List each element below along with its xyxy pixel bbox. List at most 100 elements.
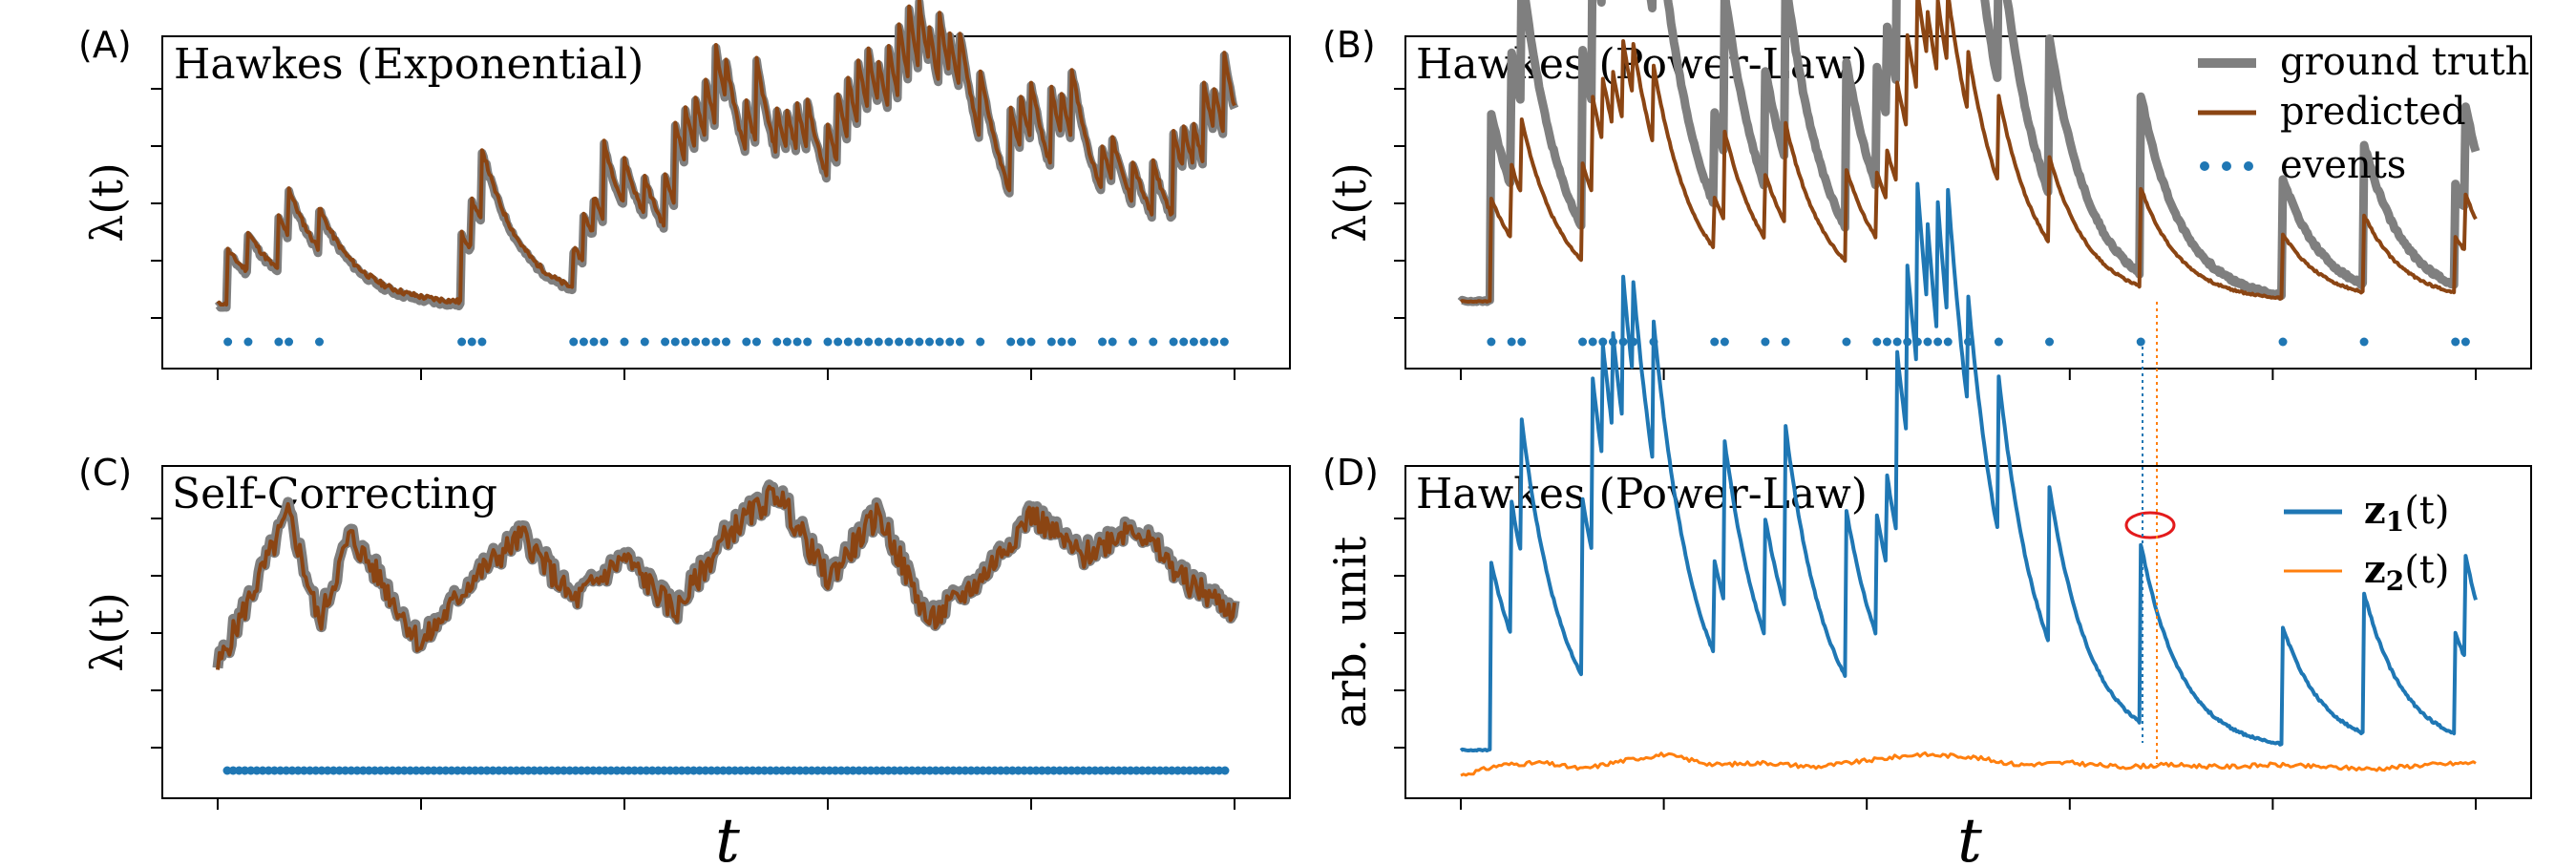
event-dot-b-1 — [1507, 337, 1516, 347]
event-dot-c-154 — [1131, 766, 1141, 775]
event-dot-a-38 — [935, 337, 944, 347]
event-dot-c-7 — [264, 766, 273, 775]
event-dot-c-37 — [441, 766, 451, 775]
event-dot-c-152 — [1120, 766, 1130, 775]
event-dot-a-50 — [1129, 337, 1137, 347]
event-dot-b-16 — [1882, 337, 1891, 347]
event-dot-c-96 — [790, 766, 799, 775]
event-dot-c-133 — [1007, 766, 1017, 775]
event-dot-c-26 — [376, 766, 386, 775]
event-dot-a-17 — [691, 337, 701, 347]
event-dot-c-155 — [1137, 766, 1147, 775]
event-dot-c-2 — [234, 766, 243, 775]
event-dot-c-81 — [701, 766, 710, 775]
event-dot-c-57 — [559, 766, 568, 775]
event-dot-c-11 — [287, 766, 297, 775]
event-dot-c-77 — [677, 766, 686, 775]
event-dot-c-94 — [777, 766, 787, 775]
event-dot-c-16 — [317, 766, 327, 775]
plot-area-d — [1394, 181, 2478, 810]
event-dot-c-17 — [323, 766, 332, 775]
event-dot-c-104 — [836, 766, 846, 775]
event-dot-a-21 — [742, 337, 751, 347]
event-dot-c-156 — [1144, 766, 1153, 775]
event-dot-c-50 — [517, 766, 527, 775]
event-dot-c-59 — [571, 766, 581, 775]
event-dot-c-115 — [901, 766, 911, 775]
event-dot-a-51 — [1149, 337, 1158, 347]
event-dot-c-107 — [855, 766, 864, 775]
event-dot-c-134 — [1014, 766, 1024, 775]
event-dot-c-79 — [688, 766, 698, 775]
event-dot-c-128 — [978, 766, 987, 775]
event-dot-c-42 — [471, 766, 480, 775]
event-dot-c-131 — [996, 766, 1005, 775]
event-dot-c-23 — [358, 766, 368, 775]
event-dot-c-70 — [636, 766, 645, 775]
event-dot-a-35 — [904, 337, 914, 347]
event-dot-c-142 — [1061, 766, 1070, 775]
event-dot-c-157 — [1150, 766, 1159, 775]
event-dot-b-14 — [1842, 337, 1851, 347]
event-dot-a-52 — [1169, 337, 1178, 347]
event-dot-a-13 — [640, 337, 649, 347]
event-dot-c-130 — [990, 766, 1000, 775]
event-dot-a-53 — [1179, 337, 1189, 347]
event-dot-a-11 — [600, 337, 609, 347]
event-dot-a-36 — [915, 337, 924, 347]
event-dot-c-15 — [311, 766, 321, 775]
series-ground-truth-b — [1457, 0, 2481, 307]
event-dot-c-45 — [488, 766, 497, 775]
event-dot-c-19 — [334, 766, 344, 775]
event-dot-c-116 — [907, 766, 917, 775]
event-dot-c-83 — [712, 766, 722, 775]
event-dot-c-31 — [406, 766, 415, 775]
event-dot-c-138 — [1037, 766, 1046, 775]
event-dot-a-24 — [782, 337, 792, 347]
event-dot-a-44 — [1026, 337, 1036, 347]
event-dot-c-61 — [582, 766, 592, 775]
event-dot-c-143 — [1066, 766, 1076, 775]
panel-d: (D) Hawkes (Power-Law) arb. unit t z1(t)… — [1322, 181, 2532, 867]
event-dot-b-4 — [1588, 337, 1597, 347]
event-dot-c-166 — [1202, 766, 1212, 775]
event-dot-c-114 — [896, 766, 905, 775]
event-dot-c-129 — [984, 766, 994, 775]
event-dot-c-148 — [1096, 766, 1106, 775]
legend-z2-symbol: z — [2364, 547, 2386, 592]
event-dot-c-0 — [222, 766, 232, 775]
event-dot-c-14 — [306, 766, 315, 775]
event-dot-c-97 — [795, 766, 805, 775]
event-dot-c-48 — [506, 766, 516, 775]
event-dot-c-101 — [819, 766, 829, 775]
panel-title-a: Hawkes (Exponential) — [174, 40, 644, 89]
event-dot-a-19 — [711, 337, 721, 347]
event-dot-c-124 — [955, 766, 964, 775]
event-dot-c-35 — [429, 766, 438, 775]
ylabel-b: λ(t) — [1324, 162, 1376, 243]
legend-z2-subscript: 2 — [2386, 565, 2404, 597]
event-dot-c-56 — [553, 766, 562, 775]
panel-letter-d: (D) — [1322, 452, 1379, 494]
event-dot-c-121 — [937, 766, 946, 775]
event-dot-a-27 — [823, 337, 833, 347]
event-dot-b-0 — [1487, 337, 1496, 347]
event-dot-a-4 — [315, 337, 324, 347]
event-dot-c-29 — [393, 766, 403, 775]
event-dot-c-4 — [246, 766, 256, 775]
legend-d: z1(t) z2(t) — [2284, 488, 2450, 597]
event-dot-a-12 — [620, 337, 629, 347]
event-dot-c-100 — [813, 766, 822, 775]
event-dot-b-30 — [2460, 337, 2470, 347]
legend-ground-truth-label: ground truth — [2280, 40, 2529, 84]
event-dot-c-8 — [269, 766, 279, 775]
plot-area-a — [151, 0, 1239, 380]
series-predicted-c — [216, 484, 1236, 670]
event-dot-c-64 — [601, 766, 610, 775]
event-dot-a-43 — [1016, 337, 1025, 347]
event-dot-c-63 — [595, 766, 604, 775]
event-dot-b-13 — [1781, 337, 1790, 347]
panel-letter-a: (A) — [78, 24, 132, 66]
event-dot-a-25 — [792, 337, 802, 347]
